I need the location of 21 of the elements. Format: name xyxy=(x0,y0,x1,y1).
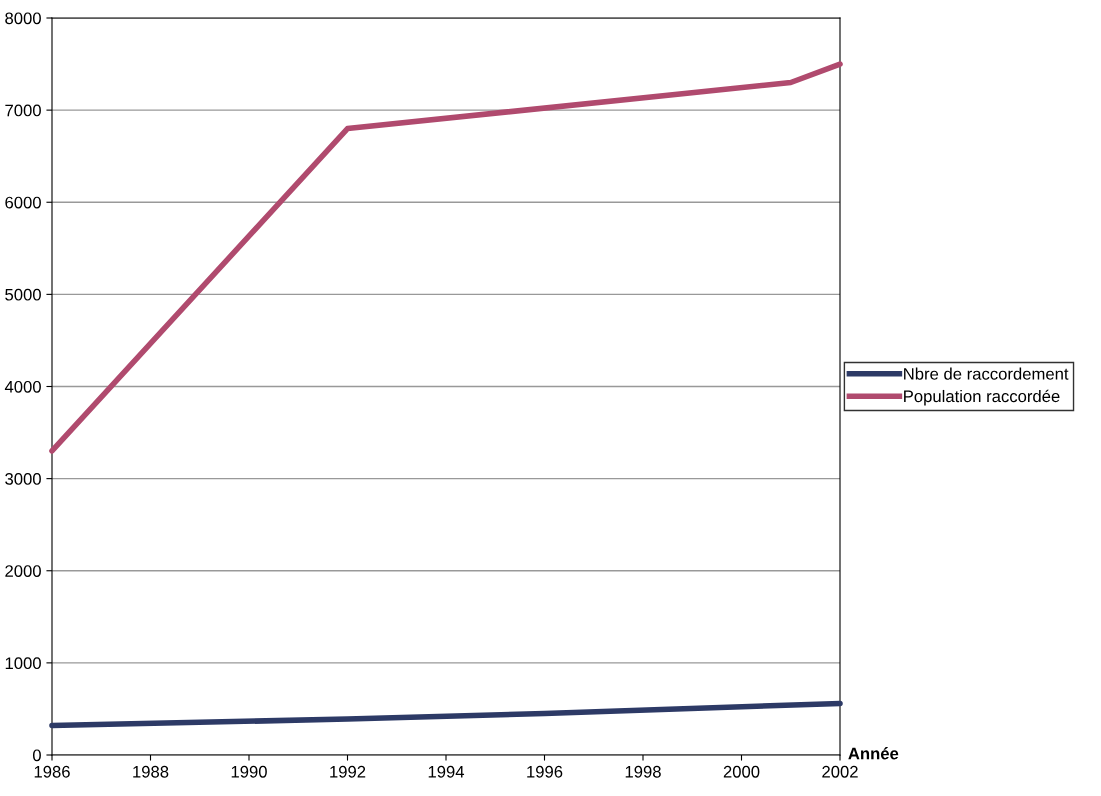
legend-label: Population raccordée xyxy=(904,389,1060,406)
legend-label: Nbre de raccordement xyxy=(904,367,1069,380)
x-tick-label: 1988 xyxy=(133,765,169,778)
x-tick-label: 1996 xyxy=(527,765,563,778)
x-tick-label: 1990 xyxy=(231,765,267,778)
y-tick-label: 3000 xyxy=(5,473,41,485)
y-tick-label: 7000 xyxy=(5,104,41,117)
y-tick-label: 2000 xyxy=(5,565,41,577)
x-tick-label: 2000 xyxy=(723,765,760,778)
x-tick-label: 1992 xyxy=(330,765,366,778)
x-tick-label: 1998 xyxy=(625,765,661,778)
y-tick-label: 1000 xyxy=(5,657,41,670)
x-tick-label: 2002 xyxy=(822,765,858,778)
x-tick-label: 1994 xyxy=(428,765,465,778)
y-tick-label: 4000 xyxy=(4,380,41,393)
x-axis-title: Année xyxy=(848,747,899,760)
y-tick-label: 6000 xyxy=(5,196,41,209)
y-tick-label: 8000 xyxy=(5,12,41,25)
x-tick-label: 1986 xyxy=(34,765,70,778)
y-tick-label: 0 xyxy=(32,749,41,762)
y-tick-label: 5000 xyxy=(5,288,41,301)
